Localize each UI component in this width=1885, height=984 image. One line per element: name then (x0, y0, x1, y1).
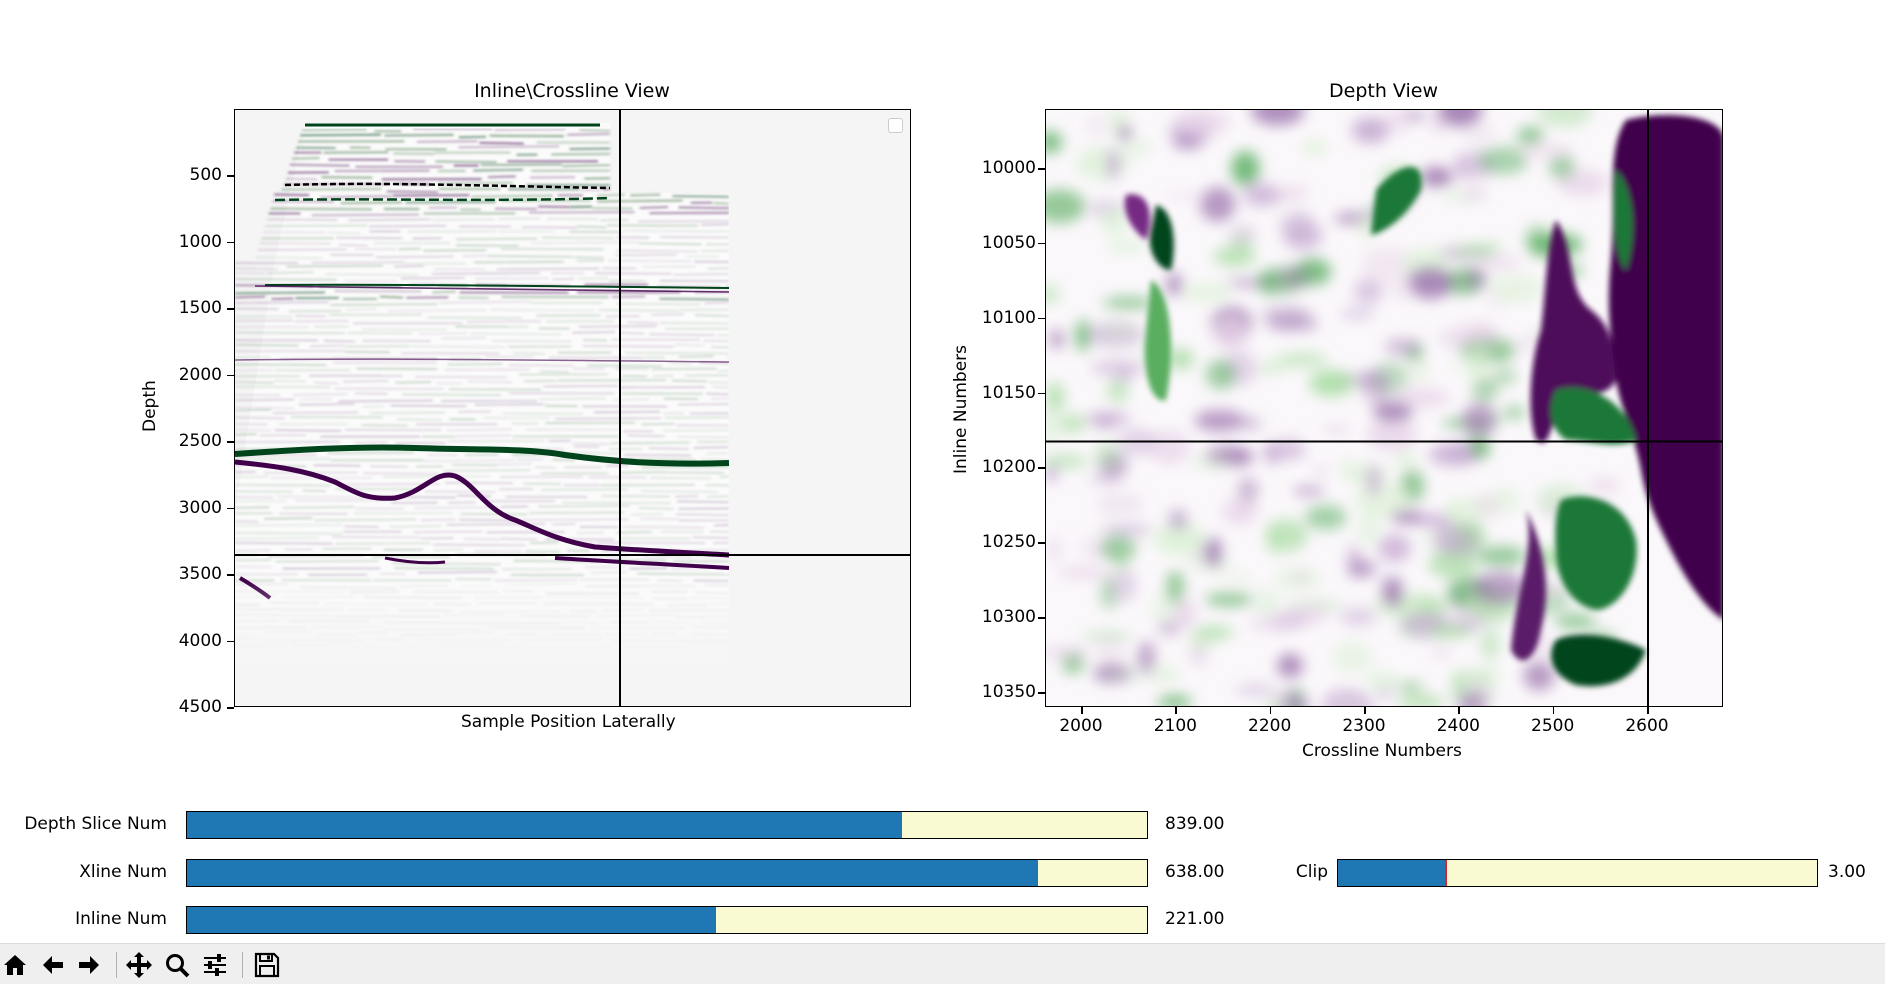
tick-mark (227, 707, 234, 709)
toolbar-separator (242, 952, 243, 978)
tick-mark (1458, 707, 1460, 714)
left-view-xlabel: Sample Position Laterally (461, 712, 676, 732)
tick-mark (227, 441, 234, 443)
tick-mark (227, 308, 234, 310)
tick-mark (1038, 467, 1045, 469)
xline-slider-fill (187, 860, 1038, 886)
left-y-tick-label: 1000 (140, 232, 222, 252)
left-y-tick-label: 3500 (140, 564, 222, 584)
right-y-tick-label: 10200 (958, 457, 1036, 477)
right-y-tick-label: 10150 (958, 383, 1036, 403)
legend-box (888, 118, 903, 133)
right-y-tick-label: 10300 (958, 607, 1036, 627)
tick-mark (227, 574, 234, 576)
xline-slider[interactable] (186, 859, 1148, 887)
tick-mark (227, 508, 234, 510)
seismic-section-image (235, 110, 911, 707)
configure-subplots-icon[interactable] (200, 950, 230, 980)
clip-label: Clip (1250, 862, 1328, 882)
right-x-tick-label: 2600 (1617, 716, 1677, 736)
tick-mark (1081, 707, 1083, 714)
tick-mark (1038, 318, 1045, 320)
save-icon[interactable] (252, 950, 282, 980)
xline-label: Xline Num (0, 862, 167, 882)
inline-slider-fill (187, 907, 716, 933)
tick-mark (227, 175, 234, 177)
tick-mark (1647, 707, 1649, 714)
tick-mark (1038, 168, 1045, 170)
depth-slice-image (1046, 110, 1723, 707)
depth-slice-slider[interactable] (186, 811, 1148, 839)
tick-mark (1038, 243, 1045, 245)
right-y-tick-label: 10000 (958, 158, 1036, 178)
right-y-tick-label: 10350 (958, 682, 1036, 702)
right-x-tick-label: 2100 (1145, 716, 1205, 736)
left-y-tick-label: 4500 (140, 697, 222, 717)
right-x-tick-label: 2500 (1523, 716, 1583, 736)
left-y-tick-label: 1500 (140, 298, 222, 318)
left-y-tick-label: 500 (140, 165, 222, 185)
right-view-ylabel: Inline Numbers (951, 345, 971, 474)
forward-arrow-icon[interactable] (74, 950, 104, 980)
right-y-tick-label: 10250 (958, 532, 1036, 552)
left-y-tick-label: 2000 (140, 365, 222, 385)
right-x-tick-label: 2300 (1334, 716, 1394, 736)
back-arrow-icon[interactable] (38, 950, 68, 980)
pan-icon[interactable] (124, 950, 154, 980)
zoom-icon[interactable] (162, 950, 192, 980)
toolbar-separator (116, 952, 117, 978)
right-y-tick-label: 10050 (958, 233, 1036, 253)
clip-slider-init-marker (1445, 860, 1447, 886)
tick-mark (1270, 707, 1272, 714)
tick-mark (1175, 707, 1177, 714)
right-y-tick-label: 10100 (958, 308, 1036, 328)
tick-mark (1038, 617, 1045, 619)
clip-value: 3.00 (1828, 862, 1866, 882)
tick-mark (227, 641, 234, 643)
left-y-tick-label: 2500 (140, 431, 222, 451)
inline-label: Inline Num (0, 909, 167, 929)
left-view-title: Inline\Crossline View (234, 80, 910, 102)
home-icon[interactable] (0, 950, 30, 980)
tick-mark (1038, 393, 1045, 395)
depth-slice-plot[interactable] (1045, 109, 1723, 707)
depth-slice-label: Depth Slice Num (0, 814, 167, 834)
right-view-title: Depth View (1045, 80, 1722, 102)
tick-mark (227, 375, 234, 377)
clip-slider-fill (1338, 860, 1446, 886)
inline-crossline-plot[interactable] (234, 109, 911, 707)
tick-mark (1364, 707, 1366, 714)
right-x-tick-label: 2400 (1428, 716, 1488, 736)
tick-mark (1553, 707, 1555, 714)
tick-mark (1038, 542, 1045, 544)
right-view-xlabel: Crossline Numbers (1302, 741, 1462, 761)
inline-slider[interactable] (186, 906, 1148, 934)
right-x-tick-label: 2200 (1240, 716, 1300, 736)
tick-mark (1038, 692, 1045, 694)
xline-value: 638.00 (1165, 862, 1224, 882)
navigation-toolbar (0, 943, 1885, 984)
left-view-ylabel: Depth (140, 380, 160, 432)
inline-value: 221.00 (1165, 909, 1224, 929)
left-y-tick-label: 3000 (140, 498, 222, 518)
depth-slice-value: 839.00 (1165, 814, 1224, 834)
matplotlib-figure: Inline\Crossline View (0, 0, 1885, 943)
clip-slider[interactable] (1337, 859, 1818, 887)
left-y-tick-label: 4000 (140, 631, 222, 651)
tick-mark (227, 242, 234, 244)
depth-slice-slider-fill (187, 812, 902, 838)
right-x-tick-label: 2000 (1051, 716, 1111, 736)
